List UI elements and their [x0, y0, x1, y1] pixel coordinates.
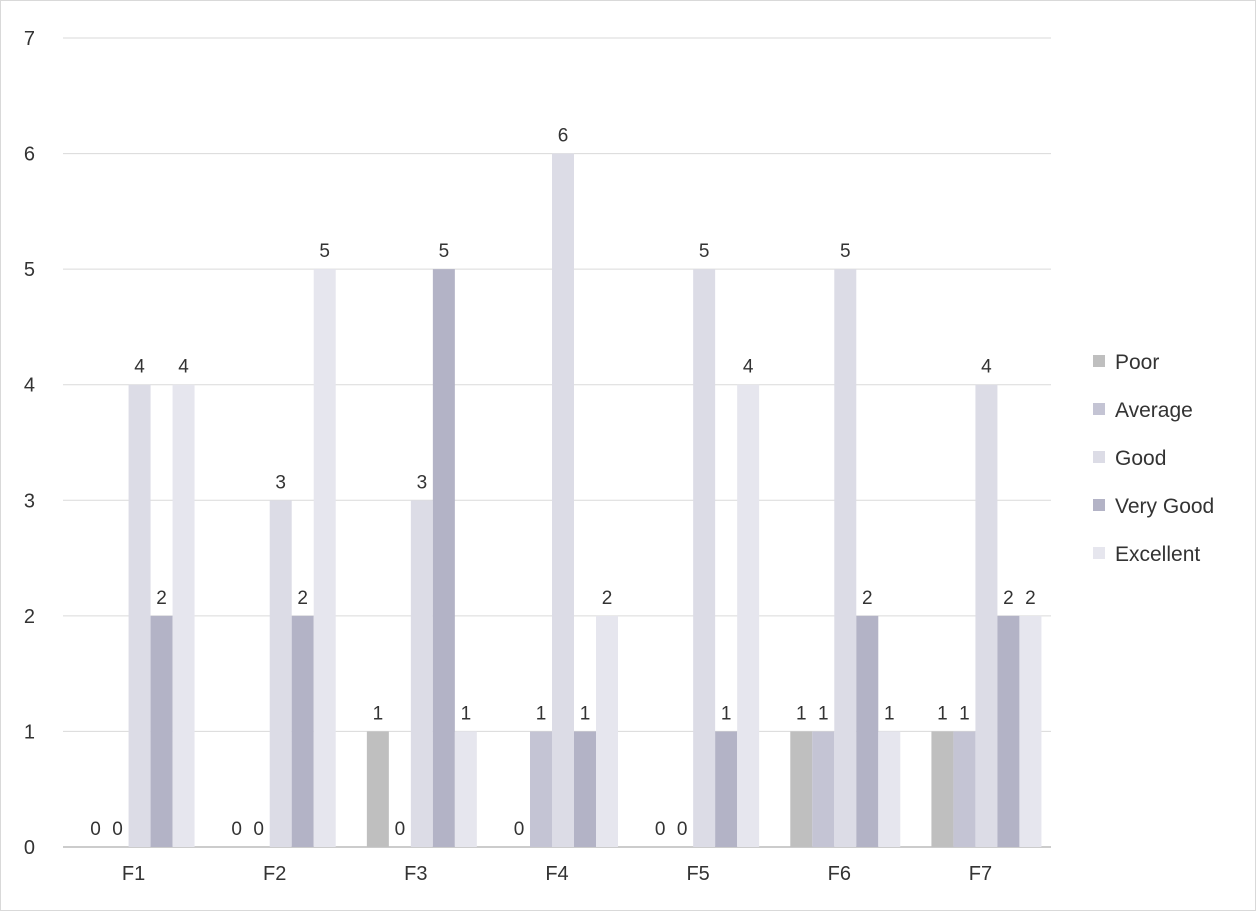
- data-label: 5: [319, 241, 330, 262]
- x-tick-label: F2: [263, 863, 286, 885]
- bar-poor: [931, 731, 954, 847]
- data-label: 5: [840, 241, 851, 262]
- x-tick-label: F5: [686, 863, 709, 885]
- legend-swatch: [1093, 451, 1105, 463]
- data-label: 2: [1003, 588, 1014, 609]
- data-label: 2: [602, 588, 613, 609]
- legend-label: Poor: [1115, 351, 1159, 374]
- x-tick-label: F7: [969, 863, 992, 885]
- bar-average: [953, 731, 976, 847]
- data-label: 1: [373, 703, 384, 724]
- legend-label: Average: [1115, 399, 1193, 422]
- y-tick-label: 5: [24, 259, 35, 281]
- data-label: 0: [253, 819, 264, 840]
- bar-good: [269, 500, 292, 847]
- y-tick-label: 4: [24, 375, 35, 397]
- bar-excellent: [313, 269, 336, 848]
- data-label: 0: [112, 819, 123, 840]
- y-tick-label: 3: [24, 490, 35, 512]
- bar-very-good: [291, 615, 314, 847]
- data-label: 1: [721, 703, 732, 724]
- bars: [128, 153, 1042, 848]
- bar-average: [812, 731, 835, 847]
- data-label: 0: [231, 819, 242, 840]
- data-label: 0: [514, 819, 525, 840]
- y-tick-label: 0: [24, 837, 35, 859]
- y-tick-label: 1: [24, 721, 35, 743]
- data-label: 4: [134, 357, 145, 378]
- bar-excellent: [596, 615, 618, 847]
- data-label: 1: [796, 703, 807, 724]
- y-tick-label: 6: [24, 144, 35, 166]
- bar-excellent: [454, 731, 477, 847]
- bar-very-good: [574, 731, 596, 847]
- data-label: 0: [395, 819, 406, 840]
- legend: Poor Average Good Very Good Excellent: [1093, 351, 1214, 566]
- bar-very-good: [432, 269, 455, 848]
- bar-very-good: [856, 615, 879, 847]
- data-label: 1: [937, 703, 948, 724]
- bar-excellent: [878, 731, 901, 847]
- bar-poor: [366, 731, 389, 847]
- x-tick-label: F3: [404, 863, 427, 885]
- bar-excellent: [737, 384, 760, 847]
- data-label: 3: [417, 472, 428, 493]
- data-label: 1: [818, 703, 829, 724]
- x-tick-label: F1: [122, 863, 145, 885]
- data-label: 2: [862, 588, 873, 609]
- data-label: 4: [743, 357, 754, 378]
- bar-excellent: [172, 384, 195, 847]
- x-tick-label: F4: [545, 863, 568, 885]
- bar-very-good: [715, 731, 738, 847]
- x-tick-label: F6: [828, 863, 851, 885]
- y-tick-label: 2: [24, 606, 35, 628]
- bar-good: [552, 153, 574, 848]
- data-label: 1: [536, 703, 547, 724]
- data-label: 0: [655, 819, 666, 840]
- data-label: 0: [677, 819, 688, 840]
- data-label: 2: [297, 588, 308, 609]
- bar-very-good: [150, 615, 173, 847]
- data-label: 4: [178, 357, 189, 378]
- data-label: 3: [275, 472, 286, 493]
- bar-good: [834, 269, 857, 848]
- legend-swatch: [1093, 403, 1105, 415]
- data-label: 5: [439, 241, 450, 262]
- data-label: 0: [90, 819, 101, 840]
- legend-label: Very Good: [1115, 495, 1214, 518]
- data-label: 1: [461, 703, 472, 724]
- data-label: 1: [959, 703, 970, 724]
- bar-average: [530, 731, 552, 847]
- bar-poor: [790, 731, 813, 847]
- data-label: 1: [580, 703, 591, 724]
- bar-good: [693, 269, 716, 848]
- legend-label: Excellent: [1115, 543, 1200, 566]
- data-label: 2: [156, 588, 167, 609]
- y-tick-label: 7: [24, 28, 35, 50]
- bar-good: [975, 384, 998, 847]
- bar-very-good: [997, 615, 1020, 847]
- legend-swatch: [1093, 499, 1105, 511]
- legend-label: Good: [1115, 447, 1166, 470]
- bar-good: [128, 384, 151, 847]
- legend-swatch: [1093, 547, 1105, 559]
- data-label: 5: [699, 241, 710, 262]
- legend-swatch: [1093, 355, 1105, 367]
- data-label: 2: [1025, 588, 1036, 609]
- data-label: 6: [558, 126, 569, 147]
- bar-excellent: [1019, 615, 1042, 847]
- data-label: 4: [981, 357, 992, 378]
- bar-good: [410, 500, 433, 847]
- data-label: 1: [884, 703, 895, 724]
